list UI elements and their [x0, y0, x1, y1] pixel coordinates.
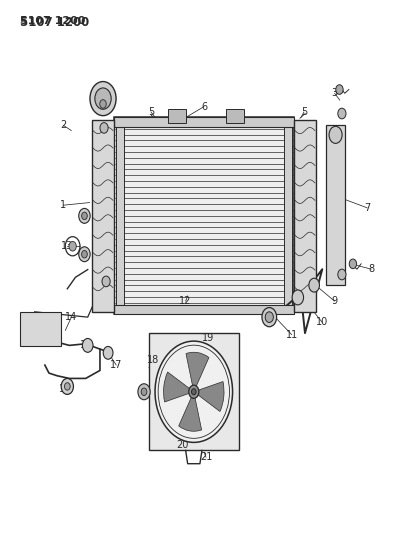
Text: 4: 4: [337, 271, 344, 281]
Wedge shape: [194, 382, 224, 411]
Circle shape: [100, 123, 108, 133]
Text: 1: 1: [60, 200, 67, 210]
Text: 12: 12: [180, 296, 192, 306]
Text: 5107 1200: 5107 1200: [20, 16, 86, 26]
Circle shape: [292, 290, 304, 305]
Circle shape: [95, 88, 111, 109]
Circle shape: [155, 341, 233, 442]
Wedge shape: [164, 372, 194, 402]
Bar: [114, 117, 294, 314]
Circle shape: [349, 259, 357, 269]
Circle shape: [61, 378, 73, 394]
Circle shape: [103, 346, 113, 359]
Circle shape: [82, 338, 93, 352]
Bar: [149, 333, 239, 450]
Circle shape: [336, 85, 343, 94]
Bar: [226, 109, 244, 123]
Text: 15: 15: [80, 340, 92, 350]
Circle shape: [262, 308, 277, 327]
Text: 4: 4: [101, 126, 107, 135]
Text: 8: 8: [368, 264, 375, 274]
Circle shape: [141, 388, 147, 395]
Text: 9: 9: [331, 296, 338, 306]
Text: 2: 2: [60, 120, 67, 130]
Circle shape: [309, 278, 319, 292]
Circle shape: [191, 389, 196, 395]
Text: 3: 3: [331, 88, 338, 98]
Text: 11: 11: [286, 330, 298, 340]
Text: 5107 1200: 5107 1200: [20, 16, 90, 29]
Circle shape: [100, 100, 106, 108]
Circle shape: [79, 247, 90, 262]
Circle shape: [338, 269, 346, 280]
Circle shape: [69, 241, 76, 251]
Circle shape: [98, 88, 106, 98]
Circle shape: [329, 126, 342, 143]
Text: 17: 17: [110, 360, 122, 370]
Text: 5: 5: [301, 107, 307, 117]
Bar: [114, 117, 294, 127]
Circle shape: [79, 208, 90, 223]
Text: 4: 4: [337, 110, 344, 119]
Circle shape: [265, 312, 273, 322]
Text: 7: 7: [364, 203, 370, 213]
Circle shape: [338, 108, 346, 119]
Wedge shape: [186, 352, 209, 392]
Circle shape: [90, 82, 116, 116]
Text: 6: 6: [201, 102, 207, 111]
Text: 18: 18: [147, 355, 159, 365]
Bar: [284, 125, 292, 306]
Text: 13: 13: [61, 241, 73, 251]
Text: 10: 10: [316, 318, 328, 327]
Circle shape: [82, 251, 87, 258]
Bar: [20, 312, 61, 346]
Bar: [326, 125, 345, 285]
Text: 4: 4: [103, 278, 109, 287]
Bar: [294, 120, 316, 312]
Text: 21: 21: [200, 453, 212, 462]
Bar: [114, 305, 294, 314]
Bar: [168, 109, 186, 123]
Circle shape: [64, 383, 70, 390]
Text: 5: 5: [148, 107, 154, 117]
Text: 16: 16: [59, 384, 71, 394]
Circle shape: [102, 276, 110, 287]
Text: 14: 14: [65, 312, 78, 322]
Circle shape: [82, 212, 87, 220]
Circle shape: [189, 385, 199, 398]
Bar: [116, 125, 124, 306]
Text: 3: 3: [95, 94, 101, 103]
Text: 20: 20: [177, 440, 189, 450]
Wedge shape: [179, 392, 202, 431]
Text: 19: 19: [202, 334, 214, 343]
Bar: [92, 120, 114, 312]
Circle shape: [138, 384, 150, 400]
